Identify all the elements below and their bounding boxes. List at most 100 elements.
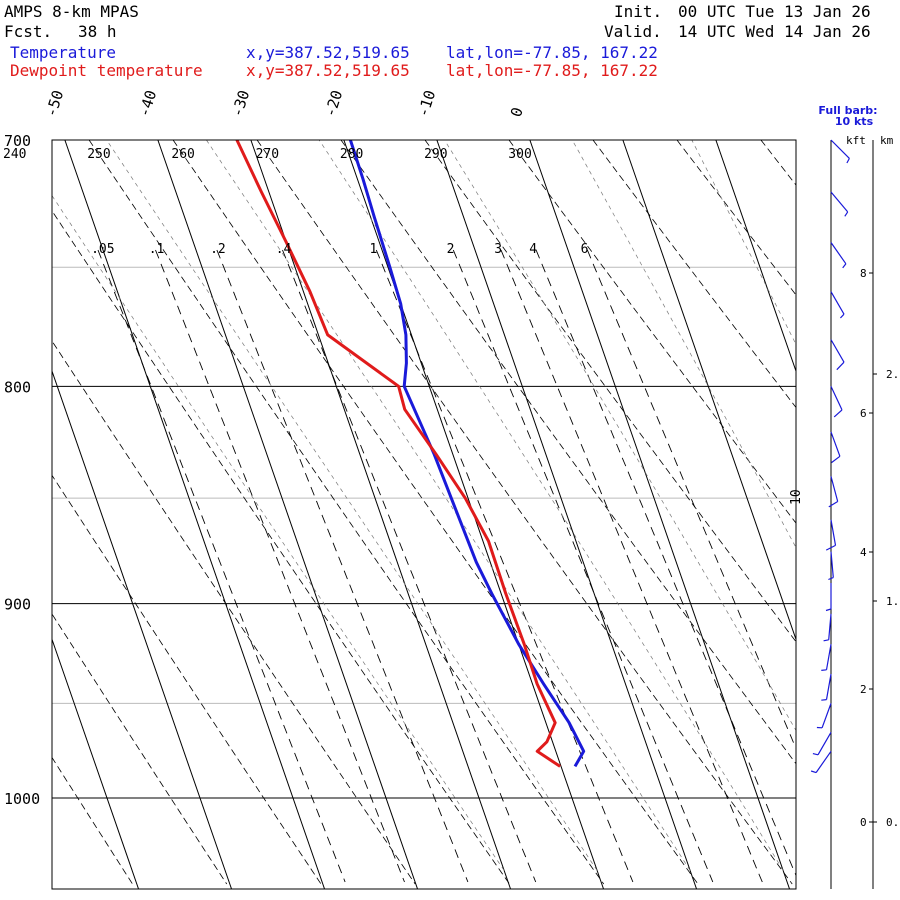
wind-barb <box>830 339 845 371</box>
mixing-ratio-label: 6 <box>581 242 589 257</box>
pressure-tick-label: 1000 <box>4 790 40 808</box>
mixing-ratio-line <box>282 249 537 883</box>
kft-tick-label: 6 <box>860 407 867 420</box>
dry-adiabat-line <box>340 140 796 765</box>
km-tick-label: 0. <box>886 816 899 829</box>
mixing-ratio-line <box>500 249 763 883</box>
wind-barb <box>830 139 850 164</box>
pressure-tick-label: 700 <box>4 132 31 150</box>
legend-temperature-name: Temperature <box>10 43 116 62</box>
wind-barb <box>821 673 832 701</box>
isotherm-tick-label: -30 <box>228 88 253 119</box>
wind-barb <box>830 431 841 464</box>
isotherm-line <box>436 140 698 889</box>
mixing-ratio-line <box>452 249 714 883</box>
wind-panel: Full barb:10 kts kft km 8 6 4 2 0 2. 1. 0. <box>810 104 899 889</box>
km-label: km <box>880 134 894 147</box>
dry-adiabat-line <box>52 340 416 885</box>
moist-adiabat-line <box>318 140 784 871</box>
init-label: Init. <box>614 2 663 21</box>
dry-adiabat-line <box>676 140 796 296</box>
mixing-ratio-label: 1 <box>370 242 378 257</box>
kft-label: kft <box>846 134 866 147</box>
dry-adiabat-line <box>52 474 322 885</box>
grid-layer <box>0 140 796 889</box>
dry-adiabat-line <box>760 140 796 186</box>
kft-tick-label: 4 <box>860 546 867 559</box>
mixing-ratio-line <box>216 249 469 883</box>
isotherm-line <box>0 140 46 889</box>
mixing-ratio-label: 3 <box>494 242 502 257</box>
mixing-ratio-line <box>375 249 634 883</box>
kft-tick-label: 8 <box>860 267 867 280</box>
isotherm-tick-label: -40 <box>135 88 160 119</box>
fcst-value: 38 h <box>78 22 117 41</box>
wind-barb <box>825 583 832 612</box>
pressure-tick-label: 900 <box>4 596 31 614</box>
wind-barb <box>810 750 832 774</box>
moist-adiabat-line <box>571 140 796 549</box>
dry-adiabat-line <box>172 140 699 885</box>
plot-frame <box>51 139 797 890</box>
legend-temperature-latlon: lat,lon=-77.85, 167.22 <box>446 43 658 62</box>
mixing-ratio-line <box>97 249 346 883</box>
moist-adiabat-line <box>52 194 505 871</box>
moist-adiabat-line <box>691 140 796 346</box>
wind-barb <box>828 551 834 581</box>
isotherm-line <box>64 140 326 889</box>
legend-dewpoint-name: Dewpoint temperature <box>10 61 203 80</box>
wind-barb <box>825 519 837 551</box>
km-tick-label: 1. <box>886 595 899 608</box>
dry-adiabat-line <box>52 756 133 885</box>
dry-adiabat-line <box>508 140 796 524</box>
dry-adiabat-label: 250 <box>87 147 110 162</box>
wind-barb <box>816 703 832 729</box>
moist-adiabat-line <box>106 140 598 871</box>
valid-value: 14 UTC Wed 14 Jan 26 <box>678 22 871 41</box>
dry-adiabat-label: 270 <box>256 147 279 162</box>
dry-adiabat-label: 240 <box>3 147 26 162</box>
kft-tick-label: 0 <box>860 816 867 829</box>
moist-adiabat-line <box>205 140 691 871</box>
mixing-ratio-line <box>535 249 796 877</box>
wind-barb <box>823 613 832 642</box>
dry-adiabat-line <box>52 210 510 885</box>
isotherm-tick-label: -50 <box>42 88 67 119</box>
km-tick-label: 2. <box>886 368 899 381</box>
temperature-profile-line <box>348 140 586 768</box>
isotherm-line <box>529 140 791 889</box>
dry-adiabat-label: 290 <box>424 147 447 162</box>
kft-tick-label: 2 <box>860 683 867 696</box>
isotherm-line <box>622 140 796 641</box>
mixing-ratio-label: 4 <box>529 242 537 257</box>
wind-barb <box>830 191 849 217</box>
dry-adiabat-line <box>592 140 796 409</box>
isotherm-line <box>52 637 140 889</box>
isotherm-line <box>250 140 512 889</box>
wind-panel-title: Full barb: <box>818 104 877 117</box>
wind-barb <box>830 291 845 319</box>
legend-dewpoint-xy: x,y=387.52,519.65 <box>246 61 410 80</box>
dry-adiabat-label: 300 <box>508 147 531 162</box>
wind-barb <box>828 476 839 508</box>
mixing-ratio-label: 2 <box>447 242 455 257</box>
pressure-tick-label: 800 <box>4 378 31 396</box>
isotherm-tick-label: -20 <box>321 88 346 119</box>
isotherm-tick-label: -10 <box>414 88 439 119</box>
isotherm-tick-label: 0 <box>507 105 527 119</box>
fcst-label: Fcst. <box>4 22 53 41</box>
dry-adiabat-label: 280 <box>340 147 363 162</box>
moist-adiabat-line <box>444 140 796 732</box>
wind-barb <box>821 644 832 671</box>
isotherm-line <box>52 369 233 889</box>
dry-adiabat-line <box>88 140 605 885</box>
mixing-ratio-label: .1 <box>149 242 165 257</box>
mixing-ratio-label: .4 <box>276 242 292 257</box>
isotherm-line <box>157 140 419 889</box>
wind-barb <box>812 731 832 756</box>
init-value: 00 UTC Tue 13 Jan 26 <box>678 2 871 21</box>
dry-adiabat-line <box>256 140 793 885</box>
wind-panel-subtitle: 10 kts <box>835 115 874 128</box>
label-layer: 7008009001000-70-60-50-40-30-20-10022023… <box>3 88 804 808</box>
